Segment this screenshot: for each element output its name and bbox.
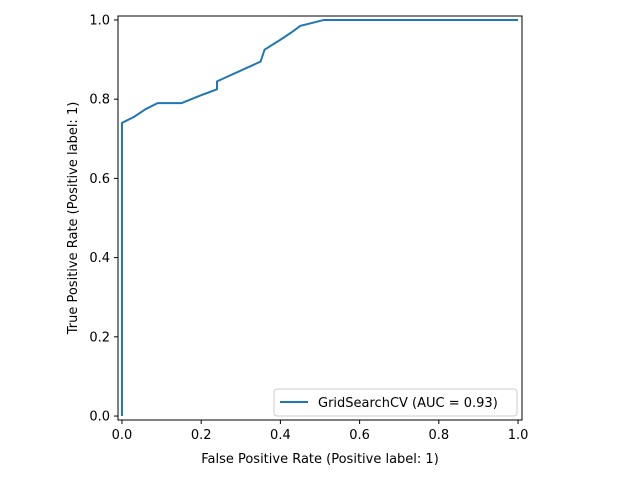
series-layer	[120, 18, 519, 417]
x-axis-ticks: 0.0 0.2 0.4 0.6 0.8 1.0	[112, 420, 529, 443]
y-tick-label: 0.8	[89, 93, 110, 108]
x-tick-label: 0.8	[428, 428, 449, 443]
y-tick-label: 0.4	[89, 251, 110, 266]
roc-curve-line-0	[120, 18, 519, 417]
plot-area-frame	[117, 15, 523, 421]
legend: GridSearchCV (AUC = 0.93)	[273, 388, 518, 417]
x-tick-label: 0.0	[112, 428, 133, 443]
legend-box	[273, 388, 518, 417]
y-axis-label: True Positive Rate (Positive label: 1)	[66, 102, 81, 336]
y-tick-label: 0.2	[89, 330, 110, 345]
y-tick-label: 1.0	[89, 13, 110, 28]
x-tick-label: 0.4	[270, 428, 291, 443]
y-axis-ticks: 0.0 0.2 0.4 0.6 0.8 1.0	[89, 13, 118, 425]
x-axis-label: False Positive Rate (Positive label: 1)	[201, 452, 439, 467]
y-tick-label: 0.6	[89, 172, 110, 187]
x-tick-label: 1.0	[508, 428, 529, 443]
legend-entry-label: GridSearchCV (AUC = 0.93)	[318, 396, 498, 411]
y-tick-label: 0.0	[89, 410, 110, 425]
x-tick-label: 0.2	[191, 428, 212, 443]
x-tick-label: 0.6	[349, 428, 370, 443]
